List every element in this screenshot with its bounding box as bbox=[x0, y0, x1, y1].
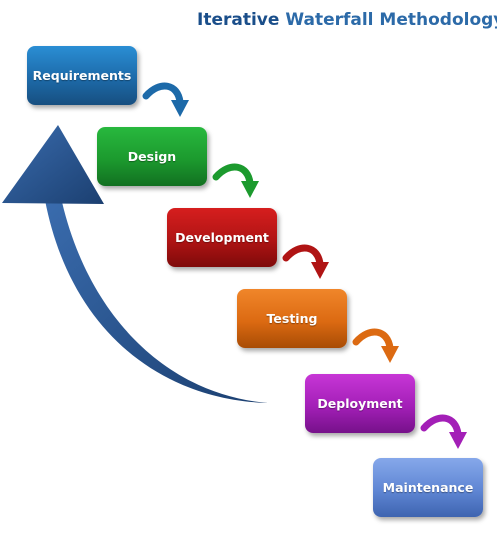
connector-arrow-4 bbox=[352, 328, 399, 363]
stage-deployment: Deployment bbox=[305, 374, 415, 433]
title-part-1: Iterative bbox=[197, 10, 280, 30]
diagram-title: Iterative Waterfall Methodology bbox=[197, 10, 497, 30]
stage-testing: Testing bbox=[237, 289, 347, 348]
stage-requirements: Requirements bbox=[27, 46, 137, 105]
connector-arrow-1 bbox=[142, 82, 189, 117]
stage-label: Design bbox=[127, 149, 177, 164]
stage-label: Development bbox=[175, 230, 269, 245]
connector-arrow-5 bbox=[420, 414, 467, 449]
stage-maintenance: Maintenance bbox=[373, 458, 483, 517]
stage-label: Requirements bbox=[32, 68, 132, 83]
title-part-2: Waterfall Methodology bbox=[285, 10, 497, 30]
feedback-arrow bbox=[2, 125, 268, 403]
stage-label: Testing bbox=[266, 311, 318, 326]
connector-arrow-3 bbox=[282, 244, 329, 279]
stage-label: Deployment bbox=[317, 396, 403, 411]
stage-design: Design bbox=[97, 127, 207, 186]
stage-label: Maintenance bbox=[382, 480, 474, 495]
stage-development: Development bbox=[167, 208, 277, 267]
connector-arrow-2 bbox=[212, 163, 259, 198]
